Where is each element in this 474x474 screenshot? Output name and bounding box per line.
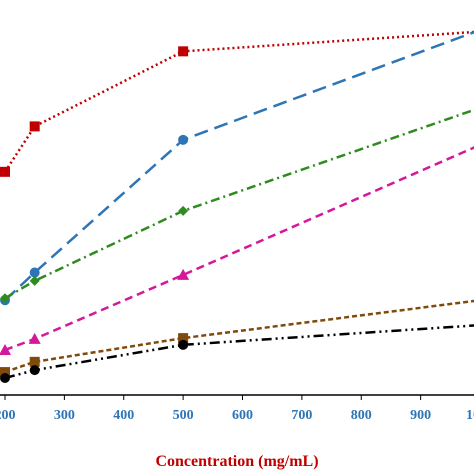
marker [177,268,190,280]
marker [29,356,40,367]
x-tick-label: 900 [410,408,431,423]
marker [0,293,10,304]
marker [0,367,10,378]
x-tick-label: 700 [291,408,312,423]
x-tick-label: 300 [54,408,75,423]
marker [29,365,40,376]
series-line [3,30,474,173]
series-line [4,146,474,352]
marker [178,339,189,350]
marker [29,267,40,278]
marker [178,46,189,57]
x-tick-label: 400 [113,408,134,423]
series-line [4,324,474,380]
x-tick-label: 800 [351,408,372,423]
marker [0,373,10,384]
marker [178,134,189,145]
marker [0,166,10,177]
marker [28,332,41,344]
series-line [4,108,474,300]
marker [178,333,189,344]
series-line [4,30,474,302]
series-line [4,299,474,374]
marker [29,121,40,132]
marker [178,205,189,216]
marker [29,275,40,286]
x-tick-label: 600 [232,408,253,423]
x-tick-label: 1000 [466,408,474,423]
x-tick-label: 500 [173,408,194,423]
x-axis-label: Concentration (mg/mL) [155,453,318,470]
x-tick-label: 200 [0,408,16,423]
marker [0,343,11,355]
